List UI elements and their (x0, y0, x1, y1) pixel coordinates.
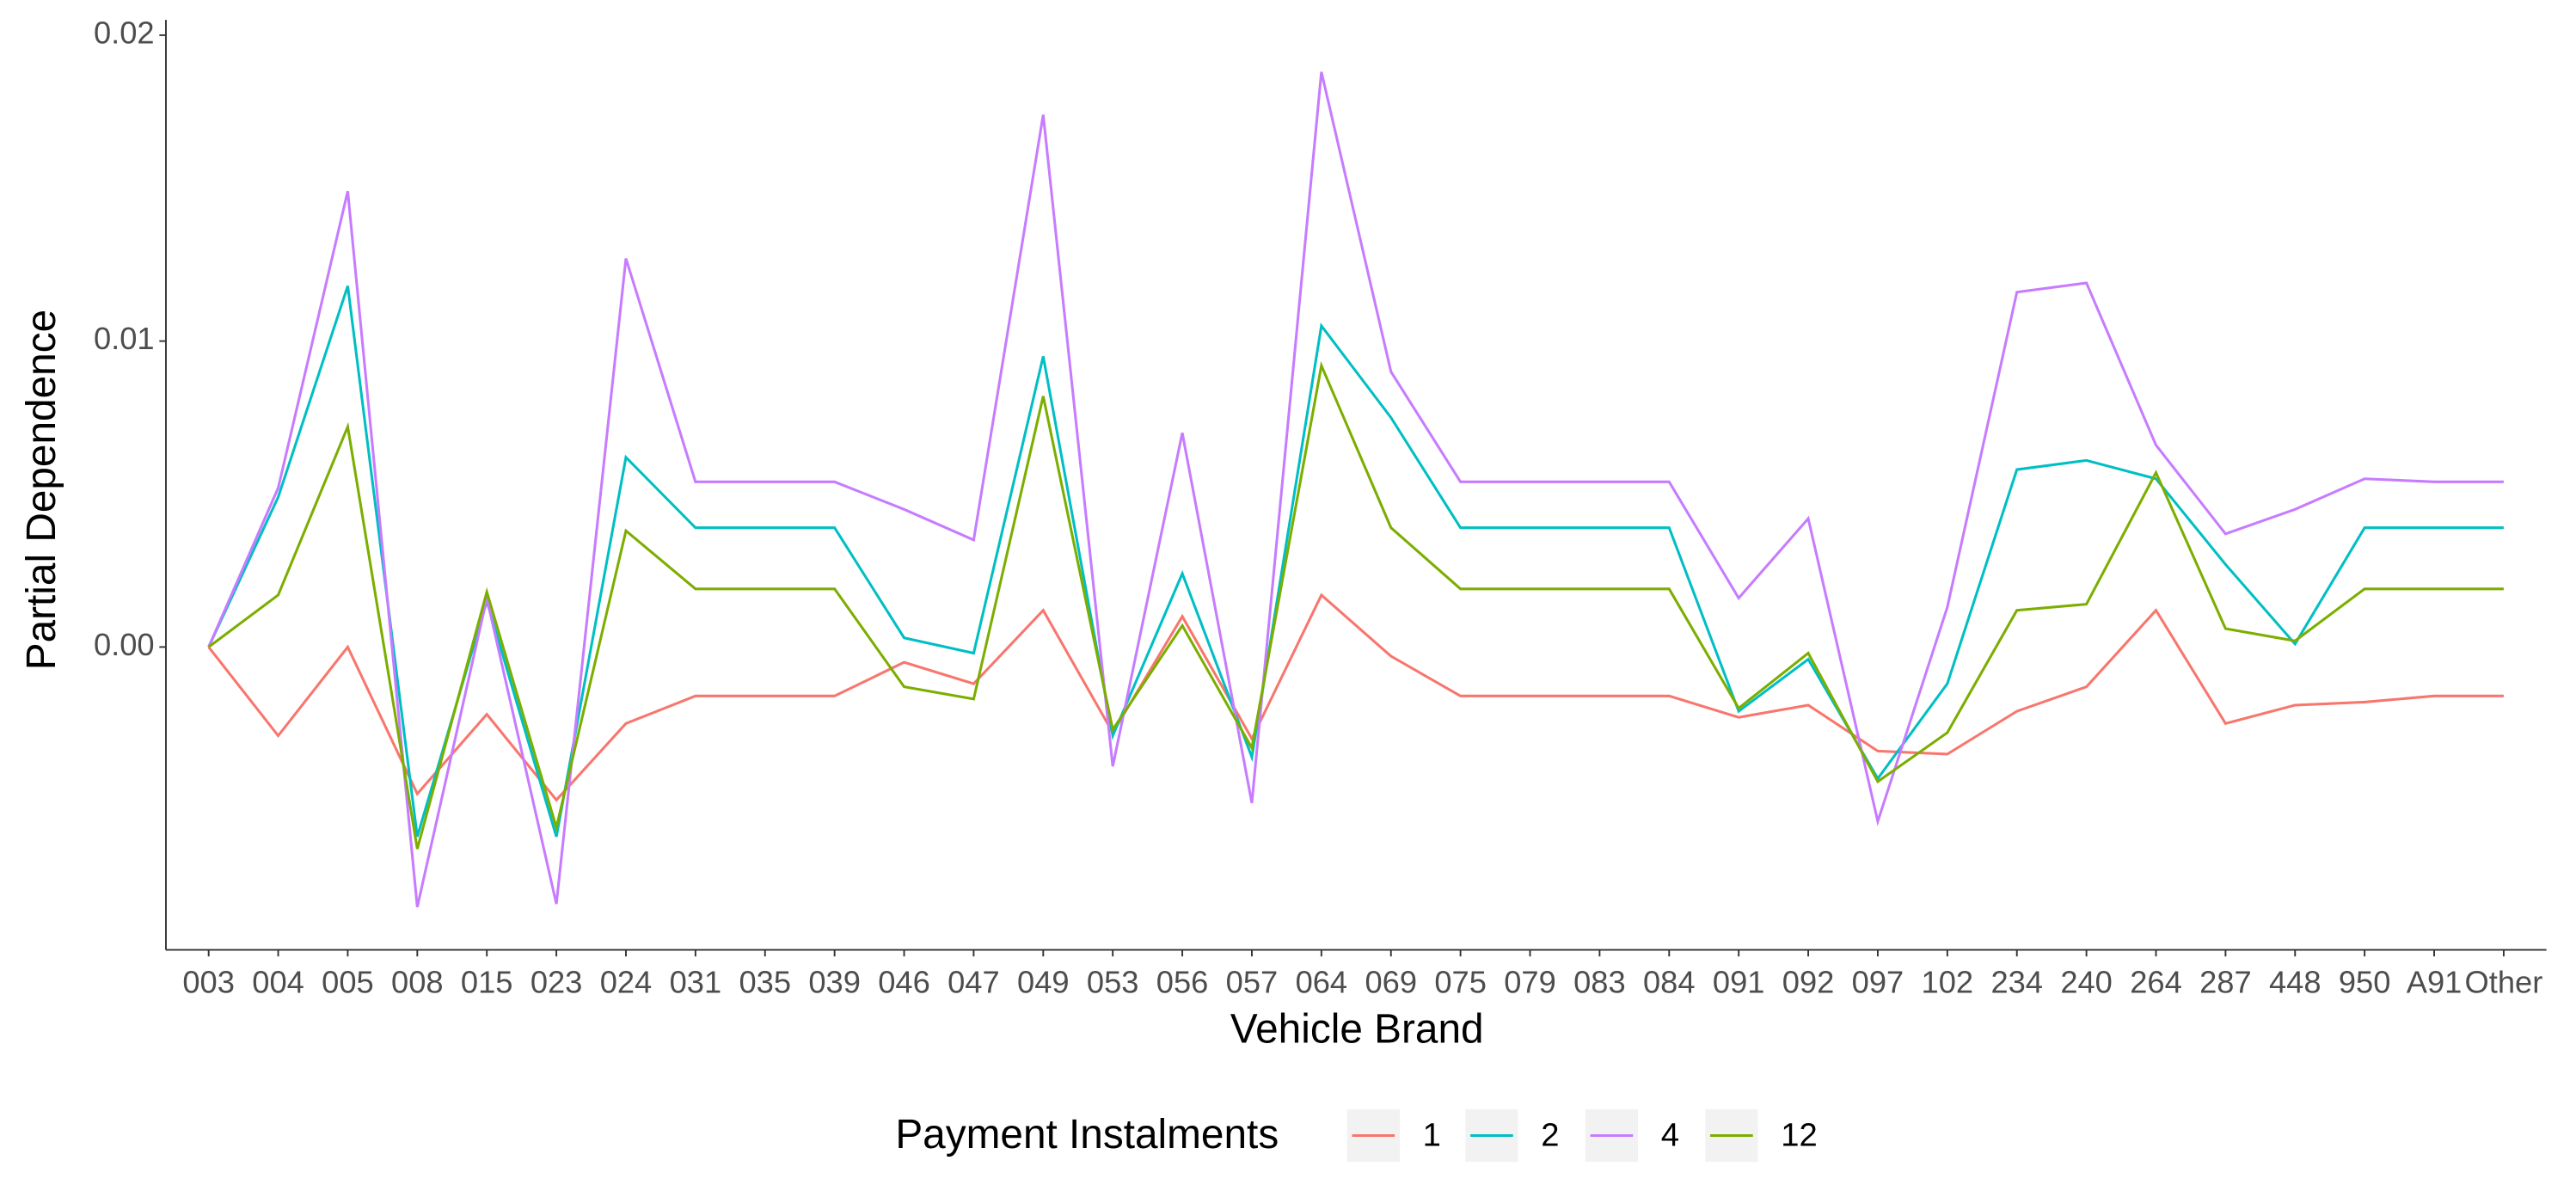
y-tick-label: 0.01 (94, 321, 155, 356)
x-tick-label: 049 (1017, 964, 1070, 999)
x-tick-label: 053 (1087, 964, 1139, 999)
series-line (207, 286, 2504, 838)
legend-label: 1 (1423, 1116, 1441, 1153)
x-tick-label: 079 (1504, 964, 1556, 999)
series-line (207, 360, 2504, 850)
series-line (207, 71, 2504, 908)
x-tick-label: 075 (1434, 964, 1487, 999)
x-tick-label: 064 (1296, 964, 1348, 999)
legend-label: 4 (1661, 1116, 1679, 1153)
x-tick-label: A91 (2407, 964, 2463, 999)
series-line (207, 592, 2504, 802)
y-axis-title: Partial Dependence (19, 310, 64, 670)
y-tick-label: 0.00 (94, 627, 155, 662)
x-tick-label: 039 (808, 964, 861, 999)
x-tick-label: 097 (1852, 964, 1904, 999)
x-tick-label: 950 (2339, 964, 2391, 999)
x-tick-label: 448 (2269, 964, 2321, 999)
x-tick-label: 024 (600, 964, 653, 999)
x-tick-label: 031 (670, 964, 722, 999)
x-tick-label: 069 (1365, 964, 1417, 999)
x-tick-label: 234 (1990, 964, 2043, 999)
x-tick-label: 264 (2130, 964, 2182, 999)
x-tick-label: Other (2465, 964, 2543, 999)
x-tick-label: 035 (739, 964, 791, 999)
x-tick-label: 023 (531, 964, 583, 999)
x-axis-title: Vehicle Brand (1230, 1007, 1484, 1053)
y-tick-label: 0.02 (94, 15, 155, 50)
x-tick-label: 008 (391, 964, 444, 999)
x-tick-label: 091 (1713, 964, 1765, 999)
x-tick-label: 092 (1782, 964, 1835, 999)
x-tick-label: 004 (252, 964, 304, 999)
legend-label: 12 (1781, 1116, 1818, 1153)
x-tick-label: 057 (1226, 964, 1279, 999)
legend-label: 2 (1541, 1116, 1559, 1153)
x-tick-label: 005 (322, 964, 374, 999)
x-tick-label: 003 (182, 964, 235, 999)
x-tick-label: 015 (461, 964, 513, 999)
x-tick-label: 046 (878, 964, 930, 999)
x-tick-label: 240 (2060, 964, 2113, 999)
x-tick-label: 056 (1156, 964, 1209, 999)
x-tick-label: 102 (1922, 964, 1974, 999)
x-tick-label: 084 (1643, 964, 1696, 999)
legend-title: Payment Instalments (895, 1112, 1279, 1157)
x-tick-label: 047 (948, 964, 1000, 999)
x-tick-label: 287 (2199, 964, 2252, 999)
x-tick-label: 083 (1573, 964, 1626, 999)
